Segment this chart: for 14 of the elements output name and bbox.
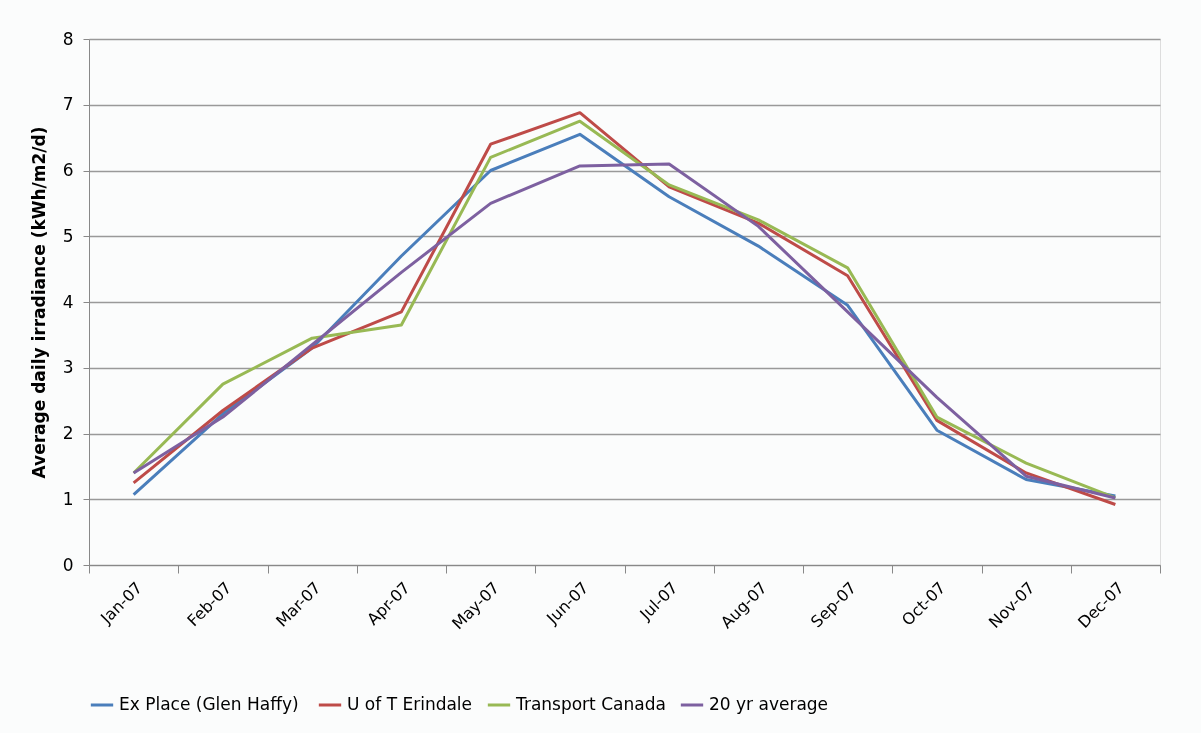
y-tick-label: 2: [62, 423, 74, 443]
y-tick-label: 5: [62, 225, 74, 246]
y-axis-title: Average daily irradiance (kWh/m2/d): [28, 126, 49, 479]
y-tick-label: 7: [62, 94, 74, 115]
y-tick-label: 0: [62, 554, 74, 575]
legend-label: Ex Place (Glen Haffy): [119, 694, 299, 714]
y-tick-label: 1: [62, 488, 74, 509]
y-tick-label: 6: [62, 160, 74, 180]
legend-label: 20 yr average: [709, 694, 829, 714]
legend-label: U of T Erindale: [347, 694, 473, 714]
y-tick-label: 3: [62, 357, 74, 378]
y-tick-label: 4: [62, 291, 74, 312]
y-tick-label: 8: [62, 28, 74, 49]
legend-label: Transport Canada: [515, 694, 666, 714]
